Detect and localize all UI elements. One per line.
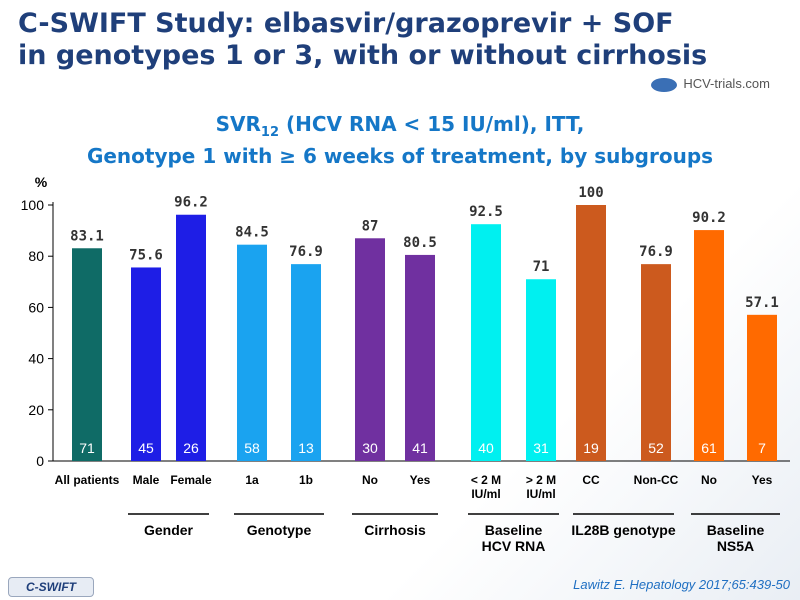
title-line-2: in genotypes 1 or 3, with or without cir… (18, 40, 708, 71)
bar-value-label: 71 (533, 259, 550, 275)
group-label: Cirrhosis (364, 522, 426, 538)
bar-value-label: 90.2 (692, 210, 726, 226)
category-label: Male (133, 473, 160, 487)
chart-subtitle-1: SVR12 (HCV RNA < 15 IU/ml), ITT, (0, 112, 800, 140)
chart-subtitle-2: Genotype 1 with ≥ 6 weeks of treatment, … (86, 144, 714, 168)
bar (526, 279, 556, 461)
bar-n-label: 7 (758, 440, 766, 456)
bar-n-label: 30 (362, 440, 378, 456)
slide-title: C-SWIFT Study: elbasvir/grazoprevir + SO… (18, 8, 718, 72)
y-tick-label: 60 (28, 299, 44, 315)
group-label: Genotype (247, 522, 312, 538)
category-label: < 2 M (471, 473, 501, 487)
bar-value-label: 96.2 (174, 195, 208, 211)
brand-text: HCV-trials.com (683, 76, 770, 91)
bar (747, 314, 777, 461)
group-label: NS5A (717, 538, 754, 554)
bar (471, 224, 501, 461)
y-tick-label: 80 (28, 248, 44, 264)
category-label: Non-CC (634, 473, 679, 487)
bar (355, 238, 385, 461)
subtitle-svr-sub: 12 (260, 125, 279, 140)
bar (237, 244, 267, 461)
category-label: Female (170, 473, 212, 487)
category-label: Yes (752, 473, 773, 487)
bar-value-label: 92.5 (469, 204, 503, 220)
group-label: HCV RNA (482, 538, 546, 554)
category-label: > 2 M (526, 473, 556, 487)
bar-n-label: 19 (583, 440, 599, 456)
category-label: CC (582, 473, 600, 487)
y-axis-label: % (35, 174, 48, 190)
bar-n-label: 58 (244, 440, 260, 456)
category-label: No (701, 473, 717, 487)
bar-value-label: 57.1 (745, 295, 779, 311)
bar-n-label: 40 (478, 440, 494, 456)
bar-n-label: 61 (701, 440, 717, 456)
bar (72, 248, 102, 461)
y-tick-label: 20 (28, 402, 44, 418)
brand-logo: HCV-trials.com (650, 76, 770, 92)
bar-n-label: 31 (533, 440, 549, 456)
bar-n-label: 13 (298, 440, 314, 456)
bar-n-label: 45 (138, 440, 154, 456)
study-tag: C-SWIFT (8, 577, 94, 597)
category-label: No (362, 473, 378, 487)
category-label: 1a (245, 473, 259, 487)
bar-n-label: 41 (412, 440, 428, 456)
group-label: Baseline (707, 522, 765, 538)
group-label: IL28B genotype (571, 522, 675, 538)
bar (176, 214, 206, 461)
bar-value-label: 80.5 (403, 235, 437, 251)
bar-n-label: 52 (648, 440, 664, 456)
category-label: Yes (410, 473, 431, 487)
bar-value-label: 76.9 (289, 244, 323, 260)
group-label: Baseline (485, 522, 543, 538)
bar (291, 264, 321, 461)
bar (405, 254, 435, 461)
y-tick-label: 0 (36, 453, 44, 469)
category-label: All patients (55, 473, 120, 487)
bar (576, 205, 606, 461)
bar-value-label: 75.6 (129, 247, 163, 263)
y-tick-label: 100 (21, 197, 45, 213)
bar-n-label: 71 (79, 440, 95, 456)
bar-value-label: 100 (578, 185, 603, 201)
bar (131, 267, 161, 461)
bar-value-label: 87 (362, 218, 379, 234)
group-label: Gender (144, 522, 194, 538)
citation: Lawitz E. Hepatology 2017;65:439-50 (573, 577, 790, 592)
bar (641, 264, 671, 461)
category-label: 1b (299, 473, 313, 487)
bar-n-label: 26 (183, 440, 199, 456)
category-label: IU/ml (526, 487, 555, 501)
category-label: IU/ml (471, 487, 500, 501)
bar-value-label: 76.9 (639, 244, 673, 260)
bar-value-label: 83.1 (70, 228, 104, 244)
bar-value-label: 84.5 (235, 225, 269, 241)
subtitle-line1-rest: (HCV RNA < 15 IU/ml), ITT, (279, 112, 585, 136)
y-tick-label: 40 (28, 351, 44, 367)
logo-icon (650, 77, 677, 92)
subtitle-svr: SVR (215, 112, 261, 136)
title-line-1: C-SWIFT Study: elbasvir/grazoprevir + SO… (18, 8, 674, 39)
bar (694, 230, 724, 461)
